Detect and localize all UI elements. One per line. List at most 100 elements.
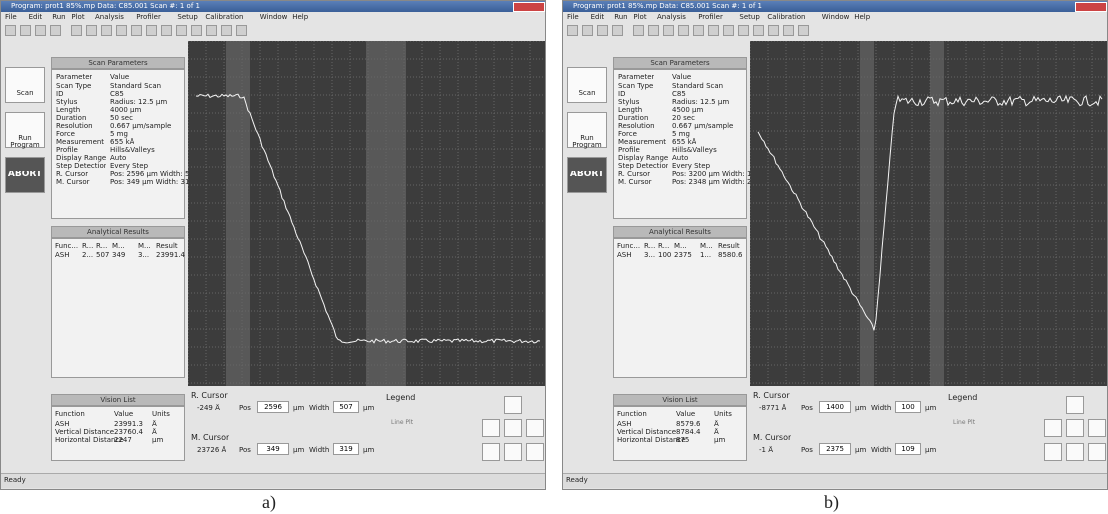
menu-item[interactable]: Profiler <box>698 13 723 21</box>
params-cell: Pos: 349 µm Width: 319 µ <box>110 178 188 186</box>
nav-button[interactable] <box>504 419 522 437</box>
nav-button[interactable] <box>1066 443 1084 461</box>
toolbar-icon[interactable] <box>191 25 202 36</box>
toolbar-icon[interactable] <box>50 25 61 36</box>
menu-item[interactable]: Setup <box>739 13 759 21</box>
toolbar-icon[interactable] <box>5 25 16 36</box>
menu-item[interactable]: Run <box>52 13 65 21</box>
toolbar-icon[interactable] <box>678 25 689 36</box>
analytical-cell: 1... <box>700 251 711 259</box>
params-col: Parameter <box>618 73 654 81</box>
menu-item[interactable]: Analysis <box>95 13 124 21</box>
menu-item[interactable]: Plot <box>71 13 84 21</box>
menu-item[interactable]: Setup <box>177 13 197 21</box>
toolbar-icon[interactable] <box>633 25 644 36</box>
nav-button[interactable] <box>1066 396 1084 414</box>
nav-button[interactable] <box>1088 443 1106 461</box>
nav-button[interactable] <box>504 396 522 414</box>
params-cell: Resolution <box>618 122 655 130</box>
menu-item[interactable]: Window <box>260 13 288 21</box>
nav-button[interactable] <box>1066 419 1084 437</box>
nav-button[interactable] <box>504 443 522 461</box>
toolbar-icon[interactable] <box>101 25 112 36</box>
toolbar-icon[interactable] <box>131 25 142 36</box>
menu-item[interactable]: Analysis <box>657 13 686 21</box>
toolbar-icon[interactable] <box>35 25 46 36</box>
toolbar-icon[interactable] <box>648 25 659 36</box>
toolbar-icon[interactable] <box>783 25 794 36</box>
pos-input[interactable]: 2596 <box>257 401 289 413</box>
params-cell: Hills&Valleys <box>672 146 717 154</box>
pos-input[interactable]: 349 <box>257 443 289 455</box>
toolbar-icon[interactable] <box>71 25 82 36</box>
side-button[interactable]: ABORT <box>567 157 607 193</box>
toolbar-icon[interactable] <box>206 25 217 36</box>
menu-item[interactable]: Help <box>854 13 870 21</box>
width-input[interactable]: 319 <box>333 443 359 455</box>
toolbar-icon[interactable] <box>176 25 187 36</box>
window-controls[interactable] <box>513 2 545 12</box>
list-cell: Å <box>152 420 157 428</box>
nav-button[interactable] <box>1044 419 1062 437</box>
side-button[interactable]: Run Program <box>5 112 45 148</box>
side-button[interactable]: Scan <box>567 67 607 103</box>
list-header: Vision List <box>51 394 185 406</box>
nav-button[interactable] <box>1088 419 1106 437</box>
params-cell: Pos: 3200 µm Width: 100 µ <box>672 170 750 178</box>
toolbar-icon[interactable] <box>161 25 172 36</box>
toolbar-icon[interactable] <box>693 25 704 36</box>
menu-item[interactable]: Plot <box>633 13 646 21</box>
side-button[interactable]: Run Program <box>567 112 607 148</box>
width-input[interactable]: 109 <box>895 443 921 455</box>
menu-item[interactable]: Profiler <box>136 13 161 21</box>
button-label: Scan <box>568 90 606 97</box>
cursor-value: -1 Å <box>759 446 773 454</box>
toolbar-icon[interactable] <box>116 25 127 36</box>
toolbar-icon[interactable] <box>768 25 779 36</box>
width-input[interactable]: 100 <box>895 401 921 413</box>
analytical-col: R... <box>96 242 107 250</box>
toolbar-icon[interactable] <box>738 25 749 36</box>
menu-item[interactable]: Edit <box>591 13 605 21</box>
pos-input[interactable]: 1400 <box>819 401 851 413</box>
toolbar-icon[interactable] <box>582 25 593 36</box>
toolbar-icon[interactable] <box>597 25 608 36</box>
toolbar-icon[interactable] <box>146 25 157 36</box>
toolbar-icon[interactable] <box>221 25 232 36</box>
toolbar-icon[interactable] <box>236 25 247 36</box>
menu-item[interactable]: Calibration <box>767 13 805 21</box>
menu-item[interactable]: Help <box>292 13 308 21</box>
pos-input[interactable]: 2375 <box>819 443 851 455</box>
toolbar-icon[interactable] <box>663 25 674 36</box>
window-controls[interactable] <box>1075 2 1107 12</box>
width-input[interactable]: 507 <box>333 401 359 413</box>
menu-item[interactable]: Window <box>822 13 850 21</box>
nav-button[interactable] <box>526 443 544 461</box>
toolbar-icon[interactable] <box>708 25 719 36</box>
params-cell: R. Cursor <box>618 170 650 178</box>
toolbar-icon[interactable] <box>798 25 809 36</box>
nav-button[interactable] <box>482 419 500 437</box>
menu-item[interactable]: File <box>5 13 17 21</box>
menu-item[interactable]: Run <box>614 13 627 21</box>
pos-label: Pos <box>801 446 813 454</box>
params-cell: 0.667 µm/sample <box>672 122 733 130</box>
toolbar-icon[interactable] <box>567 25 578 36</box>
params-cell: Length <box>56 106 80 114</box>
side-button[interactable]: ABORT <box>5 157 45 193</box>
nav-button[interactable] <box>482 443 500 461</box>
toolbar-icon[interactable] <box>723 25 734 36</box>
menu-item[interactable]: Edit <box>29 13 43 21</box>
params-cell: Force <box>618 130 637 138</box>
menu-item[interactable]: Calibration <box>205 13 243 21</box>
params-cell: Auto <box>672 154 688 162</box>
toolbar-icon[interactable] <box>20 25 31 36</box>
toolbar-icon[interactable] <box>86 25 97 36</box>
nav-button[interactable] <box>526 419 544 437</box>
toolbar-icon[interactable] <box>753 25 764 36</box>
params-header: Scan Parameters <box>613 57 747 69</box>
menu-item[interactable]: File <box>567 13 579 21</box>
toolbar-icon[interactable] <box>612 25 623 36</box>
side-button[interactable]: Scan <box>5 67 45 103</box>
nav-button[interactable] <box>1044 443 1062 461</box>
